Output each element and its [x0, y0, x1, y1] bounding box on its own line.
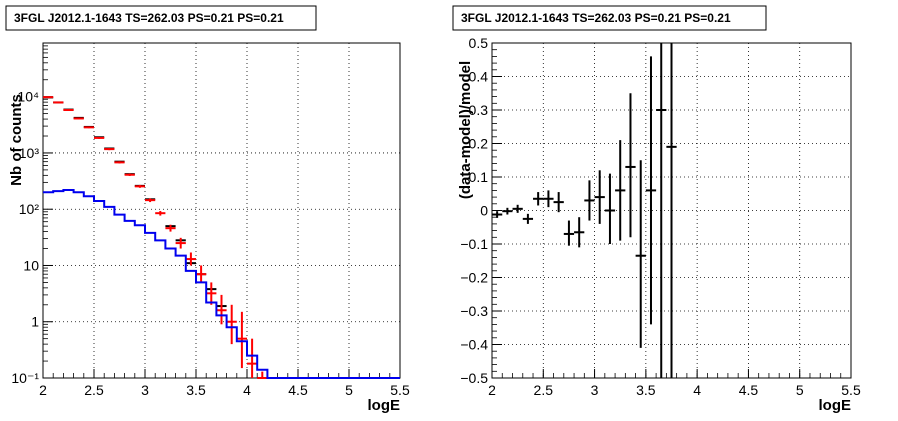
x-tick-label: 3: [141, 382, 149, 398]
y-tick-label: 0.4: [469, 69, 489, 85]
model-component-step-line: [43, 188, 400, 379]
y-tick-label: 10²: [19, 201, 40, 217]
y-tick-label: −0.1: [460, 236, 488, 252]
x-tick-label: 5: [796, 382, 804, 398]
y-tick-label: 0.3: [469, 102, 489, 118]
plot-area: [42, 42, 401, 379]
x-tick-label: 5.5: [390, 382, 410, 398]
y-tick-label: 10: [23, 257, 39, 273]
x-tick-label: 3.5: [186, 382, 206, 398]
y-axis-label: Nb of counts: [8, 94, 25, 186]
y-tick-label: −0.2: [460, 270, 488, 286]
x-tick-label: 2: [488, 382, 496, 398]
y-tick-label: 0.2: [469, 136, 489, 152]
x-tick-label: 3: [591, 382, 599, 398]
y-tick-label: 10⁻¹: [11, 370, 39, 386]
x-axis-label: logE: [368, 397, 401, 414]
x-tick-label: 4.5: [739, 382, 759, 398]
title-box: [452, 5, 767, 31]
x-tick-label: 4: [243, 382, 251, 398]
x-tick-label: 2.5: [84, 382, 104, 398]
y-tick-label: 0.1: [469, 169, 489, 185]
y-tick-label: 1: [31, 314, 39, 330]
y-axis-label: (data-model)/model: [457, 61, 474, 199]
title-box: [5, 5, 317, 31]
y-tick-label: 0.5: [469, 35, 489, 51]
x-tick-label: 5.5: [841, 382, 861, 398]
x-axis-label: logE: [819, 397, 852, 414]
counts-chart: 3FGL J2012.1-1643 TS=262.03 PS=0.21 PS=0…: [5, 5, 410, 414]
chart-title: 3FGL J2012.1-1643 TS=262.03 PS=0.21 PS=0…: [14, 11, 284, 25]
y-tick-label: 10⁴: [17, 89, 39, 105]
y-tick-label: −0.4: [460, 337, 488, 353]
y-tick-label: −0.5: [460, 370, 488, 386]
x-tick-label: 3.5: [636, 382, 656, 398]
y-tick-label: 10³: [19, 145, 40, 161]
x-tick-label: 5: [345, 382, 353, 398]
x-tick-label: 2.5: [534, 382, 554, 398]
residual-chart: 3FGL J2012.1-1643 TS=262.03 PS=0.21 PS=0…: [452, 5, 861, 414]
y-tick-label: 0: [480, 203, 488, 219]
y-tick-label: −0.3: [460, 303, 488, 319]
x-tick-label: 4: [693, 382, 701, 398]
x-tick-label: 2: [39, 382, 47, 398]
x-tick-label: 4.5: [288, 382, 308, 398]
chart-title: 3FGL J2012.1-1643 TS=262.03 PS=0.21 PS=0…: [461, 11, 731, 25]
